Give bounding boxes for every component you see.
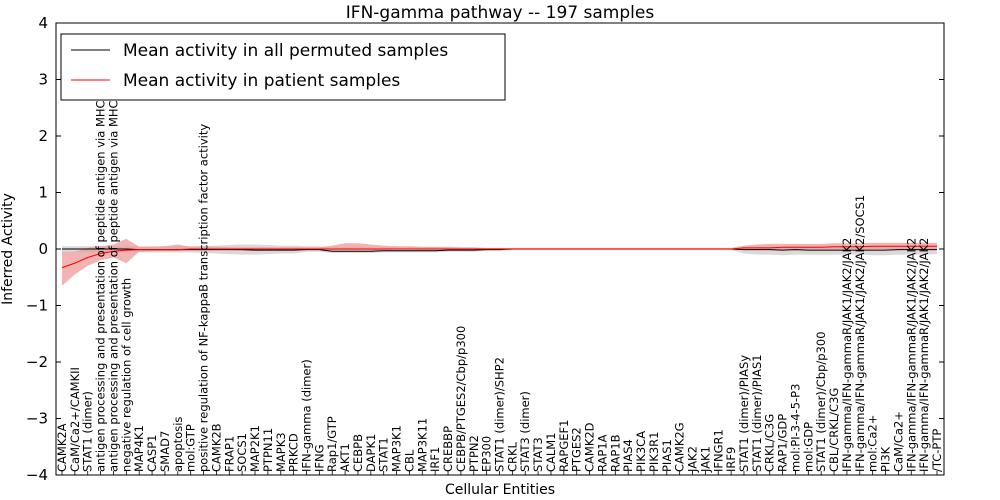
x-tick-label: CRKL	[505, 441, 519, 472]
x-tick-label: CaM/Ca2+	[891, 411, 905, 472]
x-tick-label: JAK2	[686, 446, 700, 473]
x-tick-label: MAP2K1	[248, 425, 262, 472]
x-tick-label: CAMK2G	[673, 422, 687, 472]
chart-title: IFN-gamma pathway -- 197 samples	[346, 3, 655, 23]
legend-label-permuted: Mean activity in all permuted samples	[123, 41, 448, 61]
x-tick-label: EP300	[480, 436, 494, 472]
x-tick-label: PIK3CA	[634, 431, 648, 472]
x-tick-label: SMAD7	[158, 431, 172, 472]
x-tick-label: FRAP1	[222, 436, 236, 472]
x-tick-label: RAPGEF1	[557, 420, 571, 472]
y-tick-label: −2	[26, 353, 48, 371]
x-tick-label: STAT1 (dimer)/Cbp/p300	[814, 331, 828, 472]
x-tick-label: CALM1	[544, 432, 558, 472]
x-tick-label: DAPK1	[364, 434, 378, 472]
y-axis-label: Inferred Activity	[0, 193, 16, 305]
legend-label-patient: Mean activity in patient samples	[123, 71, 400, 91]
x-tick-label: antigen processing and presentation of p…	[107, 58, 121, 472]
x-tick-label: CaM/Ca2+/CAMKII	[68, 367, 82, 472]
y-tick-label: 0	[38, 240, 48, 258]
y-tick-label: −3	[26, 410, 48, 428]
x-tick-label: IRF1	[428, 447, 442, 472]
y-tick-label: 3	[38, 71, 48, 89]
x-tick-label: CASP1	[145, 435, 159, 472]
x-tick-label: IFNG	[312, 444, 326, 472]
x-tick-label: Rap1/GTP	[325, 416, 339, 472]
x-axis-label: Cellular Entities	[445, 482, 555, 498]
x-tick-label: STAT1 (dimer)	[81, 391, 95, 472]
x-tick-label: IRF9	[724, 447, 738, 472]
x-tick-label: mol:Ca2+	[866, 415, 880, 472]
x-tick-label: IFN-gamma/IFN-gammaR/JAK1/JAK2/JAK2	[840, 238, 854, 472]
x-tick-label: PIAS1	[660, 439, 674, 472]
y-tick-label: −1	[26, 297, 48, 315]
x-tick-label: CREBBP	[441, 426, 455, 472]
x-tick-label: PTGES2	[570, 427, 584, 472]
x-tick-label: CBL/CRKL/C3G	[827, 388, 841, 472]
y-tick-label: 2	[38, 127, 48, 145]
x-tick-label: STAT1 (dimer)/PIAS1	[750, 354, 764, 472]
x-tick-label: SOCS1	[235, 433, 249, 472]
x-tick-label: IFN-gamma/IFN-gammaR/JAK1/JAK2/JAK2	[917, 238, 931, 472]
y-tick-label: 1	[38, 184, 48, 202]
x-tick-label: IFN-gamma/IFN-gammaR/JAK1/JAK2/JAK2	[904, 238, 918, 472]
x-tick-label: mol:GTP	[184, 424, 198, 472]
x-tick-label: positive regulation of NF-kappaB transcr…	[197, 124, 211, 472]
x-tick-label: JAK1	[698, 446, 712, 473]
y-axis-ticks: −4 −3 −2 −1 0 1 2 3 4	[26, 14, 944, 484]
x-tick-label: mol:GDP	[801, 422, 815, 472]
x-tick-label: AKT1	[338, 443, 352, 472]
y-tick-label: 4	[38, 14, 48, 32]
x-tick-label: STAT3 (dimer)	[518, 391, 532, 472]
x-tick-label: CEBPB/PTGES2/Cbp/p300	[454, 326, 468, 472]
x-tick-label: PIK3R1	[647, 432, 661, 473]
x-tick-label: apoptosis	[171, 417, 185, 472]
x-tick-label: IFN-gamma/IFN-gammaR/JAK1/JAK2/JAK2/SOCS…	[853, 195, 867, 472]
x-tick-label: CAMK2D	[583, 422, 597, 472]
x-tick-label: PIAS4	[621, 439, 635, 472]
x-tick-label: IFN-gamma (dimer)	[300, 359, 314, 472]
x-tick-label: RAP1A	[595, 434, 609, 472]
x-tick-label: MAPK3	[274, 432, 288, 472]
x-tick-label: STAT1 (dimer)/SHP2	[493, 357, 507, 472]
x-tick-label: PTPN11	[261, 428, 275, 472]
series-lines	[61, 245, 937, 269]
x-tick-label: CRKL/C3G	[763, 414, 777, 472]
legend-box	[60, 33, 506, 101]
x-tick-label: CAMK2B	[209, 423, 223, 472]
x-tick-label: STAT1	[377, 437, 391, 472]
x-tick-label: RAP1/GDP	[776, 414, 790, 472]
confidence-band-series-1	[62, 238, 937, 286]
plot-frame	[55, 22, 945, 476]
x-tick-label: PTPN2	[467, 435, 481, 472]
x-tick-label: MAP3K11	[415, 418, 429, 472]
legend: Mean activity in all permuted samples Me…	[60, 33, 506, 101]
x-tick-label: mol:PI-3-4-5-P3	[789, 384, 803, 472]
series-line-0	[62, 248, 937, 252]
x-tick-label: CEBPB	[351, 434, 365, 472]
x-tick-label: RAP1B	[608, 434, 622, 472]
x-tick-label: antigen processing and presentation of p…	[94, 61, 108, 472]
x-tick-label: /TC-PTP	[930, 429, 944, 472]
series-line-1	[61, 245, 937, 269]
y-tick-label: −4	[26, 466, 48, 484]
x-tick-label: PI3K	[879, 446, 893, 472]
x-tick-label: negative regulation of cell growth	[119, 278, 133, 472]
x-tick-label: IFNGR1	[711, 429, 725, 472]
x-tick-label: MAP4K1	[132, 425, 146, 472]
x-tick-label: MAP3K1	[390, 425, 404, 472]
x-tick-label: CAMK2A	[55, 423, 69, 472]
x-tick-label: STAT1 (dimer)/PIASy	[737, 355, 751, 472]
x-tick-label: CBL	[402, 449, 416, 472]
x-tick-label: STAT3	[531, 437, 545, 472]
x-tick-label: PRKCD	[287, 433, 301, 472]
